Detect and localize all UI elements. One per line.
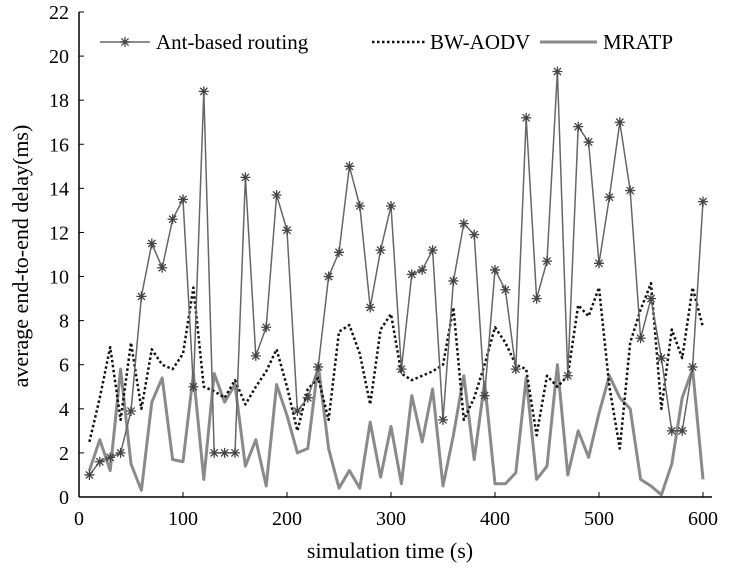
data-point-marker (687, 361, 698, 372)
data-point-marker (365, 302, 376, 313)
x-tick-label: 400 (480, 508, 510, 530)
data-point-marker (458, 218, 469, 229)
data-point-marker (126, 406, 136, 417)
data-point-marker (562, 370, 573, 381)
data-point-marker (261, 322, 272, 333)
data-point-marker (167, 214, 178, 225)
data-point-marker (552, 66, 563, 77)
y-tick-label: 14 (49, 178, 69, 200)
data-point-marker (625, 185, 636, 196)
data-point-marker (313, 361, 324, 372)
x-axis-label: simulation time (s) (307, 538, 473, 563)
data-point-marker (188, 381, 199, 392)
data-point-marker (94, 456, 105, 467)
y-tick-label: 4 (59, 399, 69, 421)
data-point-marker (250, 350, 261, 361)
x-tick-label: 0 (74, 508, 84, 530)
data-point-marker (438, 414, 448, 425)
data-point-marker (614, 117, 625, 128)
legend-item: BW-AODV (372, 30, 530, 54)
y-tick-label: 0 (59, 487, 69, 509)
legend-label: BW-AODV (430, 30, 530, 54)
data-point-marker (521, 112, 532, 123)
series-line (87, 363, 705, 497)
data-point-marker (666, 425, 677, 436)
data-point-marker (302, 392, 313, 403)
x-tick-label: 100 (168, 508, 198, 530)
series-ant-based-routing (84, 66, 708, 480)
x-tick-label: 600 (688, 508, 718, 530)
data-point-marker (115, 447, 126, 458)
data-point-marker (500, 284, 511, 295)
data-point-marker (510, 364, 521, 375)
data-point-marker (178, 194, 188, 205)
data-point-marker (646, 293, 656, 304)
data-point-marker (417, 264, 428, 275)
legend-label: Ant-based routing (156, 30, 309, 54)
data-point-marker (635, 333, 646, 344)
data-point-marker (292, 406, 303, 417)
y-tick-label: 22 (49, 2, 69, 24)
data-point-marker (240, 172, 251, 183)
y-tick-label: 16 (49, 134, 69, 156)
data-point-marker (594, 258, 604, 269)
x-tick-label: 500 (584, 508, 614, 530)
series-bw-aodv (88, 281, 705, 450)
y-axis-label: average end-to-end delay(ms) (8, 125, 33, 388)
y-tick-label: 2 (59, 443, 69, 465)
data-point-marker (386, 201, 396, 211)
x-tick-label: 300 (376, 508, 406, 530)
data-point-marker (157, 262, 168, 273)
data-point-marker (219, 447, 230, 458)
data-point-marker (198, 86, 209, 97)
series-mratp (87, 363, 705, 497)
legend-marker (120, 37, 130, 47)
data-point-marker (84, 469, 95, 480)
y-tick-label: 18 (49, 90, 69, 112)
data-point-marker (209, 447, 220, 458)
data-point-marker (105, 452, 116, 463)
y-tick-label: 6 (59, 355, 69, 377)
data-point-marker (573, 121, 584, 132)
data-point-marker (542, 256, 552, 267)
data-point-marker (323, 271, 334, 282)
data-point-marker (490, 264, 500, 275)
data-point-marker (344, 161, 355, 172)
data-point-marker (282, 225, 292, 236)
legend-item: MRATP (540, 30, 673, 54)
data-point-marker (677, 425, 688, 436)
series-line (88, 70, 704, 476)
data-point-marker (583, 137, 594, 148)
data-point-marker (146, 238, 157, 249)
y-tick-label: 12 (49, 222, 69, 244)
x-tick-label: 200 (272, 508, 302, 530)
data-point-marker (406, 269, 417, 280)
data-point-marker (354, 201, 365, 211)
data-point-marker (656, 353, 667, 364)
data-point-marker (698, 196, 708, 207)
axes: 0 2 4 6 8 10 12 14 16 18 20 22 0 100 200 300 400 500 600 (49, 2, 718, 530)
data-point-marker (469, 229, 480, 240)
y-tick-label: 10 (49, 267, 69, 289)
data-point-marker (375, 245, 386, 256)
data-point-marker (427, 245, 438, 256)
legend-item: Ant-based routing (100, 30, 309, 54)
data-point-marker (531, 293, 542, 304)
series-line (88, 281, 705, 450)
y-tick-label: 20 (49, 46, 69, 68)
data-point-marker (479, 390, 490, 401)
data-point-marker (448, 275, 459, 286)
series-group (84, 66, 708, 497)
data-point-marker (604, 192, 615, 203)
data-point-marker (396, 364, 407, 375)
data-point-marker (230, 447, 240, 458)
data-point-marker (136, 291, 147, 302)
y-tick-label: 8 (59, 311, 69, 333)
data-point-marker (334, 247, 344, 258)
legend: Ant-based routing BW-AODV MRATP (100, 30, 673, 54)
data-point-marker (271, 189, 282, 200)
legend-label: MRATP (603, 30, 673, 54)
